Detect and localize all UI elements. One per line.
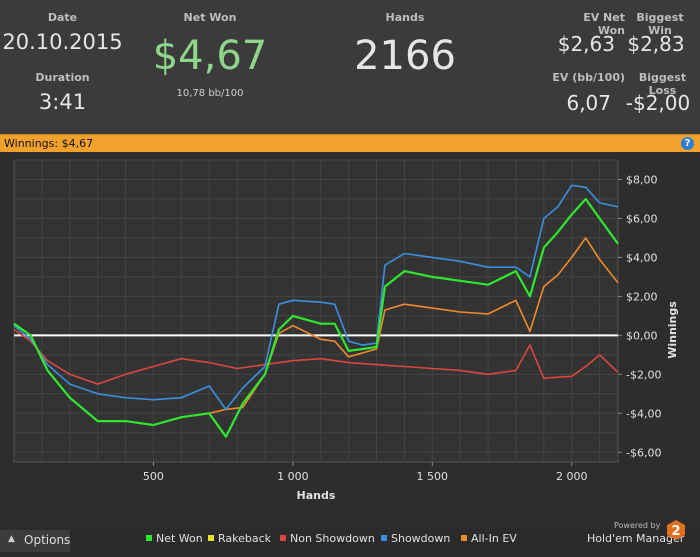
- x-tick-label: 1 500: [417, 470, 449, 483]
- logo-badge-text: 2: [671, 524, 680, 539]
- winnings-banner: Winnings: $4,67 ?: [0, 134, 700, 153]
- powered-by-text: Powered by: [614, 521, 661, 530]
- holdem-manager-logo-icon: 2: [667, 520, 685, 540]
- y-tick-label: $6,00: [626, 212, 658, 225]
- legend-label: Net Won: [156, 532, 203, 545]
- plot-background: [13, 159, 619, 463]
- x-tick-label: 1 000: [277, 470, 309, 483]
- legend-label: Showdown: [391, 532, 451, 545]
- help-icon[interactable]: ?: [681, 137, 694, 150]
- legend-swatch: [208, 535, 214, 541]
- y-tick-label: $4,00: [626, 251, 658, 264]
- y-tick-label: -$2,00: [626, 368, 661, 381]
- winnings-chart: 500 1 000 1 500 2 000 $8,00 $6,00 $4,00 $2,00 $…: [13, 159, 679, 502]
- ev-net-won-value: $2,63: [557, 32, 615, 56]
- brand-name: Hold'em Manager: [587, 532, 685, 545]
- x-tick-label: 2 000: [556, 470, 588, 483]
- duration-value: 3:41: [38, 90, 87, 114]
- legend-swatch: [381, 535, 387, 541]
- options-button[interactable]: ▲ Options: [0, 530, 70, 552]
- x-tick-label: 500: [143, 470, 164, 483]
- legend-label: All-In EV: [471, 532, 517, 545]
- x-axis-title: Hands: [297, 489, 336, 502]
- biggest-loss-value: -$2,00: [625, 91, 691, 115]
- legend-label: Rakeback: [218, 532, 272, 545]
- series-line-non-showdown: [13, 328, 619, 385]
- net-won-value: $4,67: [152, 33, 268, 79]
- y-tick-label: -$6,00: [626, 446, 661, 459]
- ev-net-won-label: EV Net Won: [583, 11, 625, 37]
- y-axis-title: Winnings: [666, 301, 679, 359]
- hands-value: 2166: [354, 33, 456, 79]
- legend-item-non-showdown[interactable]: Non Showdown: [280, 532, 375, 545]
- winnings-banner-title: Winnings: $4,67: [4, 137, 94, 150]
- y-tick-label: $0,00: [626, 329, 658, 342]
- legend-label: Non Showdown: [290, 532, 375, 545]
- series-line-showdown: [13, 184, 619, 411]
- legend-item-rakeback[interactable]: Rakeback: [208, 532, 271, 545]
- biggest-win-value: $2,83: [627, 32, 685, 56]
- legend-swatch: [146, 535, 152, 541]
- y-tick-label: $8,00: [626, 173, 658, 186]
- footer-bar: [0, 524, 700, 557]
- duration-label: Duration: [35, 71, 90, 84]
- biggest-win-label: Biggest Win: [636, 11, 684, 37]
- biggest-loss-label: Biggest Loss: [638, 71, 687, 97]
- ev-bb100-label: EV (bb/100): [552, 71, 625, 84]
- net-won-label: Net Won: [183, 11, 237, 24]
- legend-item-net-won[interactable]: Net Won: [146, 532, 203, 545]
- date-label: Date: [47, 11, 78, 24]
- caret-up-icon: ▲: [8, 534, 15, 544]
- date-value: 20.10.2015: [2, 30, 123, 54]
- legend-swatch: [280, 535, 286, 541]
- winnings-chart-area: 500 1 000 1 500 2 000 $8,00 $6,00 $4,00 $2,00 $…: [0, 152, 700, 524]
- session-stats-panel: Date 20.10.2015 Duration 3:41 Net Won $4…: [0, 0, 700, 134]
- hands-label: Hands: [385, 11, 425, 24]
- y-tick-label: -$4,00: [626, 407, 661, 420]
- legend-swatch: [461, 535, 467, 541]
- net-won-bb100: 10,78 bb/100: [176, 88, 244, 99]
- ev-bb100-value: 6,07: [566, 91, 611, 115]
- y-tick-label: $2,00: [626, 290, 658, 303]
- series-line-net-won: [13, 197, 619, 438]
- legend-item-showdown[interactable]: Showdown: [381, 532, 450, 545]
- legend-item-all-in-ev[interactable]: All-In EV: [461, 532, 517, 545]
- options-label: Options: [24, 533, 71, 547]
